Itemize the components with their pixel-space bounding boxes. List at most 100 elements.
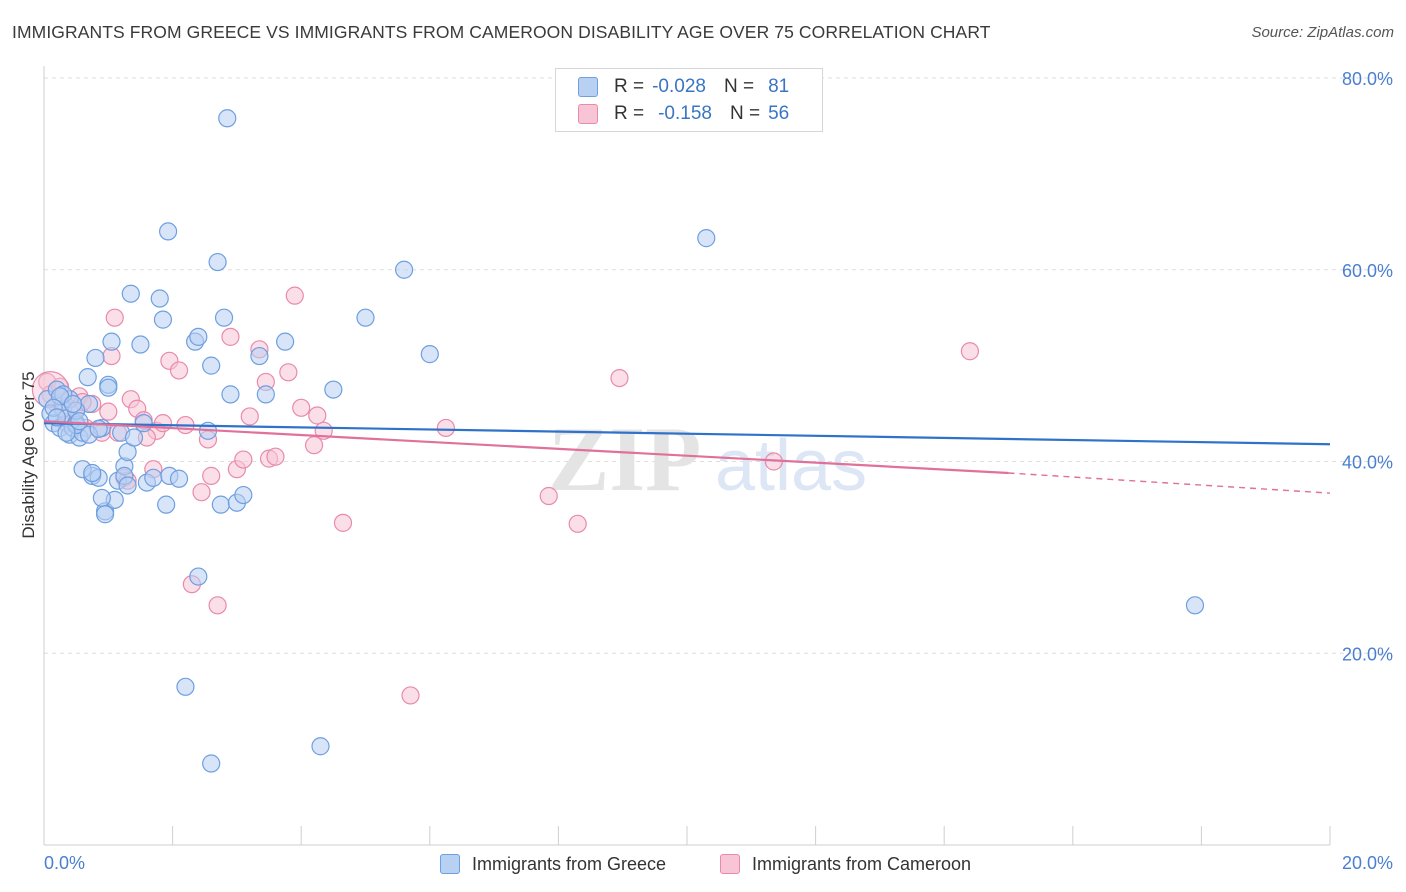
greece-point <box>697 229 716 248</box>
cameroon-point <box>192 483 211 502</box>
cameroon-point <box>153 414 173 433</box>
greece-point <box>234 485 253 505</box>
greece-point <box>176 677 195 696</box>
cameroon-trend-line <box>43 420 1009 475</box>
legend-label-greece: Immigrants from Greece <box>472 853 667 874</box>
greece-swatch <box>440 854 460 874</box>
greece-point <box>63 394 83 414</box>
y-tick-label: 40.0% <box>1342 453 1393 473</box>
legend-item-cameroon[interactable]: Immigrants from Cameroon <box>720 852 971 876</box>
greece-point <box>134 414 153 433</box>
y-tick-label: 80.0% <box>1342 69 1393 89</box>
greece-point <box>121 284 140 303</box>
greece-point <box>1185 596 1205 615</box>
greece-point <box>218 109 237 128</box>
trend-lines <box>43 420 1331 494</box>
greece-point <box>70 412 89 431</box>
greece-point <box>158 222 178 241</box>
greece-swatch <box>578 77 598 97</box>
greece-point <box>189 327 208 346</box>
cameroon-point <box>105 308 124 327</box>
cameroon-point <box>285 286 304 305</box>
r-value: -0.028 <box>652 76 706 97</box>
n-label: N = <box>729 103 761 124</box>
greece-point <box>311 737 330 756</box>
greece-point <box>356 308 375 327</box>
greece-point <box>118 476 137 495</box>
r-label: R = <box>614 76 645 97</box>
cameroon-trend-extension <box>1008 472 1331 494</box>
n-label: N = <box>723 76 755 97</box>
cameroon-swatch <box>578 104 598 124</box>
cameroon-point <box>240 407 259 426</box>
watermark: ZIP atlas <box>548 408 867 510</box>
greece-point <box>157 495 176 514</box>
greece-point <box>211 495 230 514</box>
legend-item-greece[interactable]: Immigrants from Greece <box>440 852 666 876</box>
chart-title: IMMIGRANTS FROM GREECE VS IMMIGRANTS FRO… <box>12 22 991 42</box>
greece-point <box>202 754 221 773</box>
source-label: Source: ZipAtlas.com <box>1251 24 1394 41</box>
cameroon-point <box>304 436 324 455</box>
greece-point <box>221 385 240 404</box>
greece-point <box>208 252 227 272</box>
legend-row-cameroon: R = -0.158 N = 56 <box>578 101 790 127</box>
y-tick-label: 60.0% <box>1342 261 1393 281</box>
watermark-atlas: atlas <box>715 426 867 506</box>
cameroon-point <box>279 363 298 382</box>
cameroon-swatch <box>720 854 740 874</box>
cameroon-point <box>99 402 118 421</box>
cameroon-point <box>436 418 455 438</box>
n-value: 56 <box>768 103 790 124</box>
x-tick-label: 0.0% <box>44 853 85 873</box>
cameroon-point <box>202 466 221 485</box>
greece-point <box>169 469 189 488</box>
legend-row-greece: R = -0.028 N = 81 <box>578 74 790 100</box>
greece-trend-line <box>43 422 1331 446</box>
greece-point <box>256 385 275 404</box>
cameroon-point <box>292 398 311 417</box>
r-label: R = <box>614 103 645 124</box>
cameroon-point <box>539 486 558 506</box>
greece-point <box>153 310 173 329</box>
cameroon-point <box>308 406 327 425</box>
grid-lines <box>44 77 1392 654</box>
greece-point <box>83 463 102 483</box>
x-tick-label: 20.0% <box>1342 853 1393 873</box>
greece-point <box>124 428 144 447</box>
greece-point <box>214 308 234 327</box>
greece-point <box>86 348 105 368</box>
watermark-zip: ZIP <box>548 408 701 510</box>
cameroon-point <box>333 513 353 532</box>
greece-point <box>420 345 439 364</box>
legend-label-cameroon: Immigrants from Cameroon <box>752 853 972 874</box>
greece-point <box>250 346 269 366</box>
y-axis-label: Disability Age Over 75 <box>19 371 38 538</box>
cameroon-point <box>401 686 420 705</box>
cameroon-point <box>266 447 285 466</box>
cameroon-point <box>568 514 587 533</box>
greece-point <box>102 332 121 351</box>
greece-point <box>189 567 208 586</box>
greece-point <box>202 356 221 375</box>
axes <box>43 66 1331 846</box>
n-value: 81 <box>768 76 790 97</box>
greece-point <box>150 289 169 308</box>
cameroon-point <box>234 450 253 469</box>
cameroon-point <box>221 327 240 346</box>
greece-point <box>131 335 150 354</box>
greece-point <box>95 505 115 524</box>
r-value: -0.158 <box>658 103 712 124</box>
greece-point <box>394 260 414 279</box>
greece-point <box>324 380 343 399</box>
tick-labels: 20.0% 40.0% 60.0% 80.0% 0.0% 20.0% <box>44 69 1393 873</box>
greece-point <box>99 378 118 397</box>
greece-point <box>92 488 111 508</box>
cameroon-point <box>208 596 227 615</box>
stats-legend: R = -0.028 N = 81 R = -0.158 N = 56 <box>555 68 823 132</box>
greece-point <box>78 368 97 387</box>
cameroon-point <box>169 361 189 380</box>
cameroon-point <box>610 368 629 388</box>
y-tick-label: 20.0% <box>1342 644 1393 664</box>
